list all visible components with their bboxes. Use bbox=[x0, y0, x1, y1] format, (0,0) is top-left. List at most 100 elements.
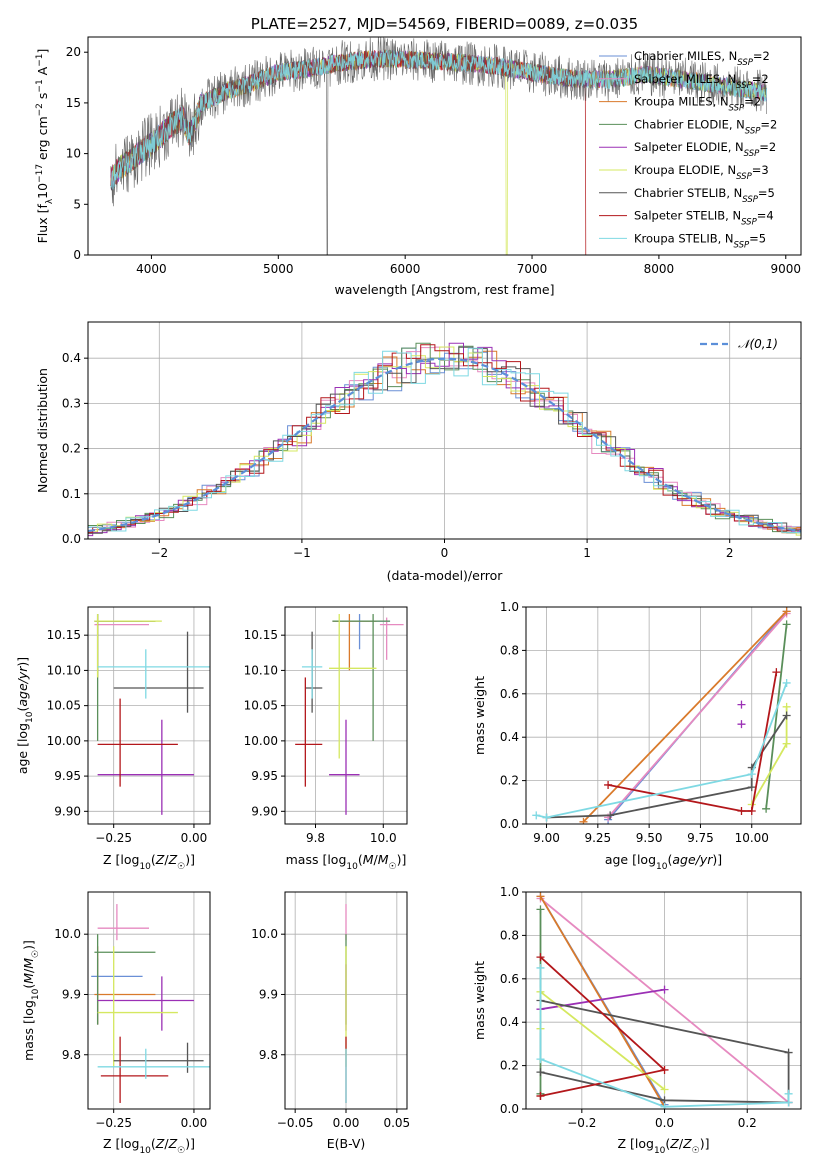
legend-sub: SSP bbox=[737, 58, 753, 68]
label-part: Flux [f bbox=[35, 204, 50, 244]
label-part: M bbox=[378, 852, 389, 867]
series-line bbox=[607, 612, 788, 819]
y-tick-label: 10.00 bbox=[244, 734, 278, 748]
x-axis-label: Z [log10(Z/Z☉)] bbox=[617, 1136, 709, 1156]
data-point bbox=[532, 811, 541, 820]
legend-label: Salpeter ELODIE, NSSP=2 bbox=[634, 140, 776, 159]
x-tick-label: −2 bbox=[150, 546, 168, 560]
legend-label: Kroupa ELODIE, NSSP=3 bbox=[634, 163, 769, 182]
label-part: λ bbox=[45, 198, 55, 204]
legend-sub: SSP bbox=[741, 218, 757, 228]
y-tick-label: 9.9 bbox=[259, 987, 278, 1001]
legend-text: Salpeter STELIB, N bbox=[634, 209, 741, 223]
y-tick-label: 9.9 bbox=[62, 987, 81, 1001]
weight_vs_age-frame: 9.00 9.25 9.50 9.75 10.00 0.0 0.2 0.4 0.6 0.8 1.0 bbox=[500, 600, 802, 845]
y-tick-label: 20 bbox=[66, 45, 81, 59]
legend-label: Kroupa MILES, NSSP=2 bbox=[634, 95, 761, 114]
legend-text: Chabrier MILES, N bbox=[634, 49, 737, 63]
label-part: )] bbox=[700, 1136, 710, 1151]
x-tick-label: 1 bbox=[583, 546, 591, 560]
data-point bbox=[782, 711, 791, 720]
axes-frame bbox=[525, 606, 802, 825]
series-line bbox=[536, 682, 788, 819]
x-tick-label: 9.00 bbox=[533, 831, 560, 845]
age_vs_Z-frame: −0.25 0.00 9.90 9.95 10.00 10.05 10.10 10.15 bbox=[47, 606, 211, 845]
y-tick-label: 10 bbox=[66, 147, 81, 161]
y-tick-label: 0.0 bbox=[500, 1102, 519, 1116]
spectrum-line bbox=[110, 49, 767, 190]
label-part: −1 bbox=[35, 54, 45, 67]
legend-label: Chabrier MILES, NSSP=2 bbox=[634, 49, 770, 68]
x-tick-label: 0.00 bbox=[181, 1116, 208, 1130]
axes-frame bbox=[87, 891, 211, 1110]
label-part: M bbox=[21, 973, 36, 984]
legend-eq: =5 bbox=[749, 231, 766, 245]
data-point bbox=[660, 985, 669, 994]
residuals-frame: −2 −1 0 1 2 0.0 0.1 0.2 0.3 0.4 bbox=[62, 321, 802, 560]
label-part: ( bbox=[151, 852, 156, 867]
data-point bbox=[542, 813, 551, 822]
y-tick-label: 0.1 bbox=[62, 487, 81, 501]
label-part: Z bbox=[669, 1136, 679, 1151]
label-part: ☉ bbox=[31, 950, 41, 958]
data-point bbox=[782, 702, 791, 711]
x-tick-label: 0.2 bbox=[738, 1116, 757, 1130]
series-line bbox=[539, 895, 666, 1108]
legend-text: Chabrier ELODIE, N bbox=[634, 117, 745, 131]
y-tick-label: 0.6 bbox=[500, 687, 519, 701]
y-tick-label: 9.90 bbox=[251, 804, 278, 818]
legend-sub: SSP bbox=[745, 126, 761, 136]
chart-title: PLATE=2527, MJD=54569, FIBERID=0089, z=0… bbox=[251, 15, 638, 33]
y-tick-label: 0.3 bbox=[62, 396, 81, 410]
x-tick-label: 9.50 bbox=[636, 831, 663, 845]
weight_vs_Z-marks bbox=[536, 892, 793, 1109]
label-part: Z [log bbox=[103, 1136, 139, 1151]
mass_vs_Z-frame: −0.25 0.00 9.8 9.9 10.0 bbox=[54, 891, 211, 1130]
x-tick-label: 9.25 bbox=[584, 831, 611, 845]
label-part: )] bbox=[15, 657, 30, 667]
label-part: / bbox=[374, 852, 379, 867]
x-tick-label: 9.75 bbox=[687, 831, 714, 845]
data-point bbox=[782, 620, 791, 629]
label-part: Z bbox=[155, 852, 165, 867]
data-point bbox=[660, 1085, 669, 1094]
y-tick-label: 15 bbox=[66, 96, 81, 110]
x-axis-label: Z [log10(Z/Z☉)] bbox=[103, 852, 195, 872]
x-axis-label: Z [log10(Z/Z☉)] bbox=[103, 1136, 195, 1156]
legend-eq: =2 bbox=[752, 72, 769, 86]
legend-text: Salpeter MILES, N bbox=[634, 72, 736, 86]
y-tick-label: 0.4 bbox=[62, 351, 81, 365]
label-part: ( bbox=[151, 1136, 156, 1151]
mass_vs_ebv-frame: −0.05 0.00 0.05 9.8 9.9 10.0 bbox=[251, 891, 410, 1130]
y-tick-label: 10.15 bbox=[47, 628, 81, 642]
legend-label: 𝒩(0,1) bbox=[738, 337, 778, 351]
label-part: 10 bbox=[25, 711, 35, 723]
legend-label: Chabrier STELIB, NSSP=5 bbox=[634, 186, 775, 205]
y-tick-label: 9.8 bbox=[62, 1048, 81, 1062]
label-part: ( bbox=[665, 1136, 670, 1151]
age_vs_mass-marks bbox=[295, 614, 404, 815]
legend-eq: =2 bbox=[759, 140, 776, 154]
label-part: / bbox=[21, 968, 36, 973]
data-point bbox=[606, 811, 615, 820]
y-tick-label: 0.0 bbox=[62, 532, 81, 546]
label-part: mass [log bbox=[286, 852, 347, 867]
y-tick-label: 1.0 bbox=[500, 885, 519, 899]
legend-label: Chabrier ELODIE, NSSP=2 bbox=[634, 117, 777, 136]
label-part: ( bbox=[667, 852, 672, 867]
axes-frame bbox=[284, 606, 408, 825]
legend-text: Kroupa ELODIE, N bbox=[634, 163, 736, 177]
label-part: Z bbox=[682, 1136, 692, 1151]
label-part: 10 bbox=[35, 183, 50, 199]
y-tick-label: 1.0 bbox=[500, 600, 519, 614]
x-tick-label: 0.00 bbox=[181, 831, 208, 845]
y-axis-label: Flux [fλ10−17 erg cm−2 s−1 A−1] bbox=[35, 49, 55, 244]
label-part: 10 bbox=[139, 1146, 151, 1156]
legend-label: Salpeter STELIB, NSSP=4 bbox=[634, 209, 774, 228]
x-tick-label: 7000 bbox=[517, 262, 548, 276]
legend-text: Kroupa STELIB, N bbox=[634, 231, 734, 245]
x-axis-label: age [log10(age/yr)] bbox=[605, 852, 722, 872]
normal-curve bbox=[88, 357, 801, 533]
legend-label: Kroupa STELIB, NSSP=5 bbox=[634, 231, 766, 250]
